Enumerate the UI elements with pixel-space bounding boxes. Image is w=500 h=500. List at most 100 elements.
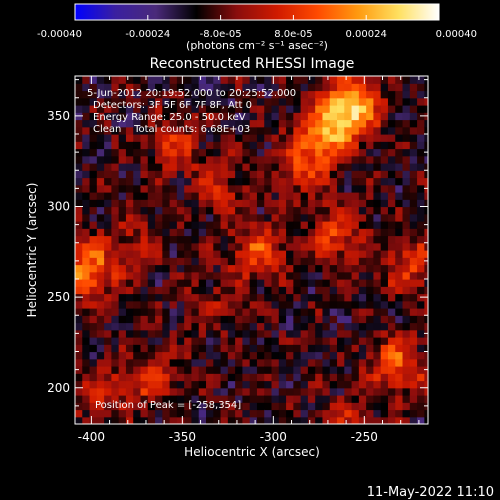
- heatmap-cell: [206, 221, 214, 229]
- heatmap-cell: [249, 134, 258, 142]
- heatmap-cell: [169, 83, 178, 92]
- heatmap-cell: [104, 221, 112, 229]
- heatmap-cell: [147, 90, 156, 99]
- heatmap-cell: [140, 257, 149, 266]
- heatmap-cell: [184, 105, 193, 113]
- heatmap-cell: [366, 250, 375, 258]
- colorbar-tick-label: 0.00040: [436, 29, 477, 40]
- heatmap-cell: [271, 213, 280, 222]
- heatmap-cell: [118, 170, 127, 179]
- heatmap-cell: [75, 163, 83, 171]
- heatmap-cell: [147, 199, 156, 208]
- heatmap-cell: [235, 126, 244, 135]
- heatmap-cell: [89, 228, 98, 237]
- heatmap-cell: [256, 206, 265, 215]
- heatmap-cell: [184, 221, 193, 229]
- heatmap-cell: [315, 373, 324, 382]
- heatmap-cell: [155, 358, 163, 367]
- heatmap-cell: [125, 373, 134, 382]
- heatmap-cell: [184, 206, 193, 215]
- heatmap-cell: [125, 402, 134, 411]
- heatmap-cell: [307, 148, 316, 157]
- heatmap-cell: [104, 293, 112, 302]
- heatmap-cell: [337, 76, 345, 84]
- heatmap-cell: [395, 250, 404, 258]
- heatmap-cell: [417, 329, 425, 338]
- heatmap-cell: [402, 155, 411, 164]
- heatmap-cell: [380, 141, 389, 150]
- heatmap-cell: [242, 163, 251, 171]
- heatmap-cell: [111, 402, 120, 411]
- heatmap-cell: [300, 344, 309, 353]
- heatmap-cell: [286, 250, 294, 258]
- heatmap-cell: [424, 141, 428, 150]
- heatmap-cell: [329, 322, 338, 331]
- heatmap-cell: [220, 170, 229, 179]
- heatmap-cell: [220, 271, 229, 280]
- heatmap-cell: [344, 416, 353, 424]
- heatmap-cell: [271, 192, 280, 200]
- heatmap-cell: [118, 134, 127, 142]
- heatmap-cell: [235, 90, 244, 99]
- heatmap-cell: [242, 315, 251, 324]
- heatmap-cell: [337, 416, 345, 424]
- heatmap-cell: [278, 76, 287, 84]
- heatmap-cell: [387, 416, 396, 424]
- heatmap-cell: [337, 409, 345, 418]
- heatmap-cell: [395, 402, 404, 411]
- heatmap-cell: [75, 155, 83, 164]
- heatmap-cell: [293, 257, 302, 266]
- heatmap-cell: [176, 373, 185, 382]
- heatmap-cell: [373, 395, 382, 403]
- heatmap-cell: [387, 315, 396, 324]
- heatmap-cell: [293, 286, 302, 295]
- heatmap-cell: [82, 184, 91, 193]
- heatmap-cell: [256, 235, 265, 244]
- heatmap-cell: [307, 315, 316, 324]
- heatmap-cell: [315, 134, 324, 142]
- heatmap-cell: [162, 228, 171, 237]
- heatmap-cell: [293, 315, 302, 324]
- heatmap-cell: [387, 199, 396, 208]
- heatmap-cell: [271, 315, 280, 324]
- heatmap-cell: [220, 373, 229, 382]
- colorbar-tick-label: 8.0e-05: [274, 29, 312, 40]
- heatmap-cell: [184, 373, 193, 382]
- heatmap-cell: [264, 83, 273, 92]
- heatmap-cell: [286, 184, 294, 193]
- heatmap-cell: [417, 264, 425, 273]
- heatmap-cell: [366, 90, 375, 99]
- heatmap-cell: [256, 141, 265, 150]
- heatmap-cell: [96, 380, 105, 389]
- heatmap-cell: [417, 221, 425, 229]
- heatmap-cell: [242, 416, 251, 424]
- heatmap-cell: [220, 416, 229, 424]
- heatmap-cell: [96, 315, 105, 324]
- heatmap-cell: [198, 351, 207, 360]
- heatmap-cell: [125, 235, 134, 244]
- heatmap-cell: [264, 380, 273, 389]
- heatmap-cell: [366, 206, 375, 215]
- heatmap-cell: [264, 148, 273, 157]
- heatmap-cell: [206, 170, 214, 179]
- heatmap-cell: [424, 308, 428, 316]
- heatmap-cell: [402, 242, 411, 251]
- heatmap-cell: [344, 293, 353, 302]
- heatmap-cell: [256, 300, 265, 309]
- heatmap-cell: [147, 155, 156, 164]
- heatmap-cell: [395, 387, 404, 396]
- heatmap-cell: [206, 235, 214, 244]
- heatmap-cell: [278, 337, 287, 345]
- heatmap-cell: [409, 409, 418, 418]
- heatmap-cell: [82, 83, 91, 92]
- heatmap-cell: [315, 286, 324, 295]
- heatmap-cell: [358, 264, 367, 273]
- heatmap-cell: [307, 300, 316, 309]
- heatmap-cell: [395, 358, 404, 367]
- heatmap-cell: [409, 170, 418, 179]
- heatmap-cell: [198, 90, 207, 99]
- heatmap-cell: [380, 228, 389, 237]
- heatmap-cell: [307, 83, 316, 92]
- heatmap-cell: [293, 112, 302, 121]
